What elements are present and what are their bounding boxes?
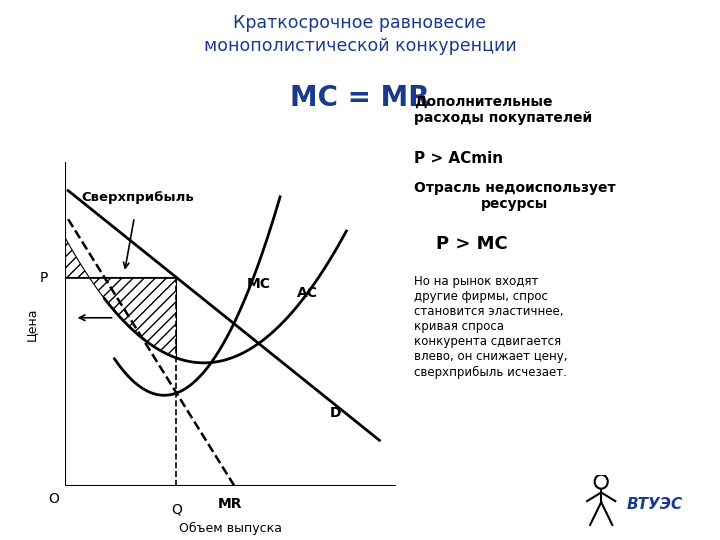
Text: Сверхприбыль: Сверхприбыль: [81, 191, 194, 204]
Text: D: D: [330, 406, 341, 420]
Text: Но на рынок входят
другие фирмы, спрос
становится эластичнее,
кривая спроса
конк: Но на рынок входят другие фирмы, спрос с…: [414, 275, 567, 379]
Text: Q: Q: [171, 502, 182, 516]
Text: Объем выпуска: Объем выпуска: [179, 522, 282, 535]
Text: ВТУЭС: ВТУЭС: [626, 497, 683, 512]
Text: P: P: [40, 271, 48, 285]
Text: Отрасль недоиспользует
ресурсы: Отрасль недоиспользует ресурсы: [414, 181, 616, 211]
Text: MC = MR: MC = MR: [290, 84, 430, 112]
Text: P > MC: P > MC: [436, 235, 508, 253]
Text: Дополнительные
расходы покупателей: Дополнительные расходы покупателей: [414, 94, 592, 125]
Text: MR: MR: [217, 497, 242, 511]
Text: AC: AC: [297, 286, 318, 300]
Text: Краткосрочное равновесие
монополистической конкуренции: Краткосрочное равновесие монополистическ…: [204, 14, 516, 55]
Text: MC: MC: [247, 276, 271, 291]
Text: Цена: Цена: [25, 307, 38, 341]
Text: P > ACmin: P > ACmin: [414, 151, 503, 166]
Text: O: O: [48, 492, 58, 506]
